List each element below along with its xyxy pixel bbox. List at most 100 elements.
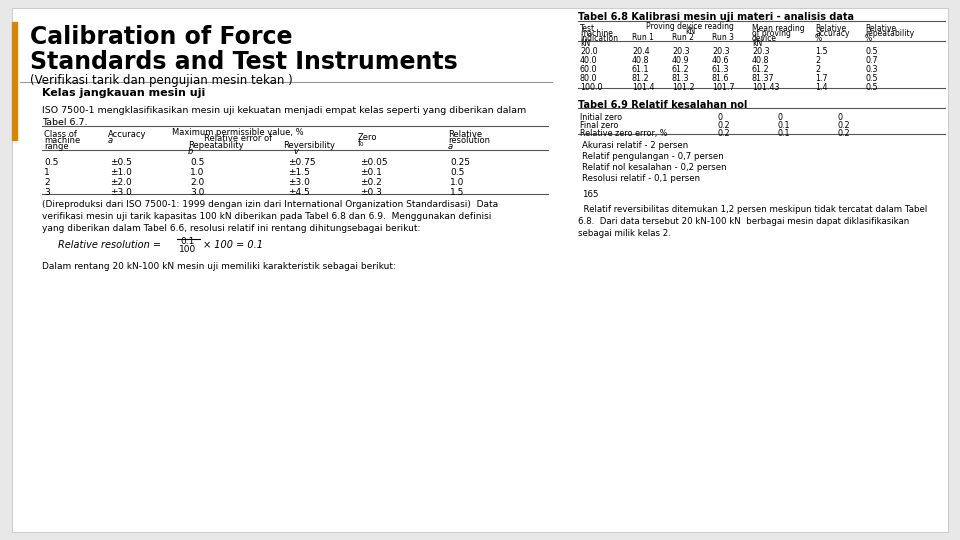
- Text: 0.5: 0.5: [865, 74, 877, 83]
- Text: device: device: [752, 34, 777, 43]
- Text: 81.6: 81.6: [712, 74, 730, 83]
- Text: 6.8.  Dari data tersebut 20 kN-100 kN  berbagai mesin dapat diklasifikasikan: 6.8. Dari data tersebut 20 kN-100 kN ber…: [578, 217, 909, 226]
- Text: × 100 = 0.1: × 100 = 0.1: [203, 240, 263, 250]
- Text: ±3.0: ±3.0: [288, 178, 310, 187]
- Text: Zero: Zero: [358, 133, 377, 142]
- Text: 101.43: 101.43: [752, 83, 780, 92]
- Text: ±4.5: ±4.5: [288, 188, 310, 197]
- Text: 2: 2: [815, 65, 820, 74]
- Text: 61.2: 61.2: [672, 65, 689, 74]
- Text: 3: 3: [44, 188, 50, 197]
- Text: of proving: of proving: [752, 29, 791, 38]
- Text: Initial zero: Initial zero: [580, 113, 622, 122]
- Text: 61.2: 61.2: [752, 65, 770, 74]
- Text: Kelas jangkauan mesin uji: Kelas jangkauan mesin uji: [42, 88, 205, 98]
- Text: 101.2: 101.2: [672, 83, 695, 92]
- Text: 40.8: 40.8: [632, 56, 650, 65]
- Text: 0.5: 0.5: [865, 83, 877, 92]
- Text: Akurasi relatif - 2 persen: Akurasi relatif - 2 persen: [582, 141, 688, 150]
- Text: kN: kN: [684, 27, 695, 36]
- Text: Relative resolution =: Relative resolution =: [58, 240, 161, 250]
- Text: 20.4: 20.4: [632, 47, 650, 56]
- Text: 1.4: 1.4: [815, 83, 828, 92]
- Text: 100.0: 100.0: [580, 83, 603, 92]
- Text: 1.7: 1.7: [815, 74, 828, 83]
- Text: range: range: [44, 142, 68, 151]
- Text: machine: machine: [580, 29, 612, 38]
- Text: indication: indication: [580, 34, 618, 43]
- Text: 0.5: 0.5: [865, 47, 877, 56]
- Text: resolution: resolution: [448, 136, 490, 145]
- Text: 2: 2: [815, 56, 820, 65]
- Text: 61.3: 61.3: [712, 65, 730, 74]
- Text: 0.5: 0.5: [450, 168, 465, 177]
- Text: 0: 0: [718, 113, 723, 122]
- Text: a: a: [448, 142, 453, 151]
- Text: ±1.0: ±1.0: [110, 168, 132, 177]
- Text: verifikasi mesin uji tarik kapasitas 100 kN diberikan pada Tabel 6.8 dan 6.9.  M: verifikasi mesin uji tarik kapasitas 100…: [42, 212, 492, 221]
- Text: Accuracy: Accuracy: [108, 130, 147, 139]
- Text: 81.3: 81.3: [672, 74, 689, 83]
- Text: (Direproduksi dari ISO 7500-1: 1999 dengan izin dari International Organization : (Direproduksi dari ISO 7500-1: 1999 deng…: [42, 200, 498, 209]
- Text: Dalam rentang 20 kN-100 kN mesin uji memiliki karakteristik sebagai berikut:: Dalam rentang 20 kN-100 kN mesin uji mem…: [42, 262, 396, 271]
- Text: 1.5: 1.5: [815, 47, 828, 56]
- Text: 60.0: 60.0: [580, 65, 597, 74]
- Text: 20.3: 20.3: [672, 47, 689, 56]
- Text: kN: kN: [580, 39, 590, 48]
- Text: accuracy: accuracy: [815, 29, 850, 38]
- Text: Resolusi relatif - 0,1 persen: Resolusi relatif - 0,1 persen: [582, 174, 700, 183]
- Text: 0.1: 0.1: [778, 121, 790, 130]
- Text: 0: 0: [838, 113, 843, 122]
- FancyBboxPatch shape: [12, 8, 948, 532]
- Text: 20.3: 20.3: [712, 47, 730, 56]
- Text: kN: kN: [752, 39, 762, 48]
- Text: 101.4: 101.4: [632, 83, 655, 92]
- Text: %: %: [815, 34, 822, 43]
- Text: 0.3: 0.3: [865, 65, 877, 74]
- Text: 20.3: 20.3: [752, 47, 770, 56]
- Text: Relatif reversibilitas ditemukan 1,2 persen meskipun tidak tercatat dalam Tabel: Relatif reversibilitas ditemukan 1,2 per…: [578, 205, 927, 214]
- Text: 0: 0: [778, 113, 783, 122]
- Text: Run 1: Run 1: [632, 33, 654, 42]
- Text: 101.7: 101.7: [712, 83, 734, 92]
- Text: a: a: [108, 136, 113, 145]
- Text: Maximum permissible value, %: Maximum permissible value, %: [172, 128, 303, 137]
- Text: Run 2: Run 2: [672, 33, 694, 42]
- Text: 1: 1: [44, 168, 50, 177]
- Text: Relative: Relative: [815, 24, 846, 33]
- Text: 40.9: 40.9: [672, 56, 689, 65]
- Text: 40.0: 40.0: [580, 56, 597, 65]
- Text: Calibration of Force: Calibration of Force: [30, 25, 293, 49]
- Text: yang diberikan dalam Tabel 6.6, resolusi relatif ini rentang dihitungsebagai ber: yang diberikan dalam Tabel 6.6, resolusi…: [42, 224, 420, 233]
- Text: ±0.1: ±0.1: [360, 168, 382, 177]
- Text: ±3.0: ±3.0: [110, 188, 132, 197]
- Text: 61.1: 61.1: [632, 65, 650, 74]
- Text: Mean reading: Mean reading: [752, 24, 804, 33]
- Text: Relatif pengulangan - 0,7 persen: Relatif pengulangan - 0,7 persen: [582, 152, 724, 161]
- Text: ISO 7500-1 mengklasifikasikan mesin uji kekuatan menjadi empat kelas seperti yan: ISO 7500-1 mengklasifikasikan mesin uji …: [42, 106, 526, 115]
- Text: 2.0: 2.0: [190, 178, 204, 187]
- Text: 0.7: 0.7: [865, 56, 877, 65]
- Text: ±0.05: ±0.05: [360, 158, 388, 167]
- Text: 165: 165: [582, 190, 598, 199]
- Text: 0.1: 0.1: [180, 237, 195, 246]
- Text: 0.2: 0.2: [838, 121, 851, 130]
- Text: 40.8: 40.8: [752, 56, 770, 65]
- Text: Relative error of: Relative error of: [204, 134, 272, 143]
- Text: 1.5: 1.5: [450, 188, 465, 197]
- Text: ±0.2: ±0.2: [360, 178, 382, 187]
- Text: 1.0: 1.0: [450, 178, 465, 187]
- Text: sebagai milik kelas 2.: sebagai milik kelas 2.: [578, 229, 671, 238]
- Text: Run 3: Run 3: [712, 33, 734, 42]
- Text: 1.0: 1.0: [190, 168, 204, 177]
- Text: ±0.3: ±0.3: [360, 188, 382, 197]
- Text: ±0.75: ±0.75: [288, 158, 316, 167]
- Text: 81.37: 81.37: [752, 74, 775, 83]
- Text: f₀: f₀: [358, 139, 365, 148]
- Text: Relatif nol kesalahan - 0,2 persen: Relatif nol kesalahan - 0,2 persen: [582, 163, 727, 172]
- Text: Repeatability: Repeatability: [188, 141, 244, 150]
- Text: repeatability: repeatability: [865, 29, 914, 38]
- Text: Proving device reading: Proving device reading: [646, 22, 734, 31]
- Text: 3.0: 3.0: [190, 188, 204, 197]
- Text: Class of: Class of: [44, 130, 77, 139]
